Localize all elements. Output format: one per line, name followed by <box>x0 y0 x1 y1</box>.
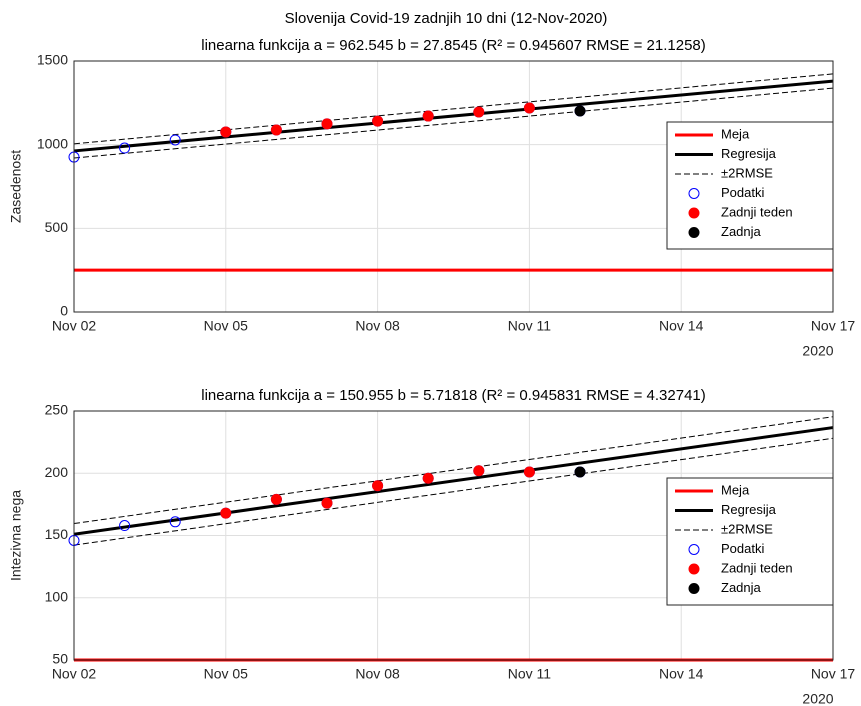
x-tick-label: Nov 17 <box>811 666 856 682</box>
legend-label: ±2RMSE <box>721 165 773 180</box>
y-tick-label: 200 <box>45 464 69 480</box>
x-tick-label: Nov 08 <box>355 318 400 334</box>
x-tick-label: Nov 14 <box>659 318 704 334</box>
data-point <box>372 115 384 127</box>
data-point <box>220 507 232 519</box>
series-line <box>73 73 834 145</box>
y-tick-label: 150 <box>45 526 69 542</box>
data-point <box>119 520 131 532</box>
legend-swatch <box>688 227 700 238</box>
legend-swatch <box>688 583 700 594</box>
y-tick-label: 500 <box>45 219 69 235</box>
data-point <box>473 465 485 477</box>
data-point <box>270 493 282 505</box>
series-line <box>73 79 834 153</box>
legend-label: Zadnji teden <box>721 204 793 219</box>
data-point <box>169 134 181 146</box>
legend-swatch <box>688 563 700 575</box>
data-point <box>523 102 535 114</box>
legend-label: ±2RMSE <box>721 521 773 536</box>
series-line <box>73 426 834 536</box>
y-tick-label: 0 <box>60 303 68 319</box>
x-tick-label: Nov 11 <box>508 666 552 682</box>
data-point <box>574 105 586 117</box>
x-year-label: 2020 <box>802 691 833 706</box>
data-point <box>119 142 131 154</box>
data-point <box>574 466 586 478</box>
y-tick-label: 250 <box>45 402 69 418</box>
x-tick-label: Nov 02 <box>52 666 97 682</box>
data-point <box>473 106 485 118</box>
x-tick-label: Nov 02 <box>52 318 97 334</box>
legend-swatch <box>688 207 700 219</box>
data-point <box>422 110 434 122</box>
data-point <box>220 126 232 138</box>
figure-title: Slovenija Covid-19 zadnjih 10 dni (12-No… <box>285 10 608 27</box>
data-point <box>270 124 282 136</box>
series-line <box>73 416 834 525</box>
data-point <box>321 118 333 130</box>
legend-label: Podatki <box>721 541 764 556</box>
legend-label: Zadnji teden <box>721 560 793 575</box>
series-line <box>73 437 834 546</box>
legend-label: Regresija <box>721 146 777 161</box>
x-tick-label: Nov 08 <box>355 666 400 682</box>
legend-swatch <box>688 544 700 555</box>
y-axis-label: Zasedenost <box>8 150 24 223</box>
data-point <box>169 516 181 528</box>
y-tick-label: 50 <box>52 651 68 667</box>
data-point <box>523 466 535 478</box>
legend-label: Meja <box>721 482 750 497</box>
data-point <box>321 497 333 509</box>
legend-label: Zadnja <box>721 580 762 595</box>
x-tick-label: Nov 17 <box>811 318 856 334</box>
chart-title: linearna funkcija a = 962.545 b = 27.854… <box>201 37 706 54</box>
data-point <box>372 480 384 492</box>
x-year-label: 2020 <box>802 343 833 359</box>
y-tick-label: 100 <box>45 588 69 604</box>
x-tick-label: Nov 14 <box>659 666 704 682</box>
legend-label: Podatki <box>721 185 764 200</box>
x-tick-label: Nov 11 <box>508 318 552 334</box>
chart-title: linearna funkcija a = 150.955 b = 5.7181… <box>201 387 706 404</box>
y-axis-label: Intezivna nega <box>8 490 24 581</box>
data-point <box>422 472 434 484</box>
x-tick-label: Nov 05 <box>204 318 249 334</box>
y-tick-label: 1000 <box>37 135 68 151</box>
series-line <box>73 87 834 159</box>
legend-label: Regresija <box>721 502 777 517</box>
legend-label: Meja <box>721 126 750 141</box>
legend-label: Zadnja <box>721 224 762 239</box>
x-tick-label: Nov 05 <box>204 666 249 682</box>
y-tick-label: 1500 <box>37 52 68 68</box>
legend-swatch <box>688 188 700 199</box>
